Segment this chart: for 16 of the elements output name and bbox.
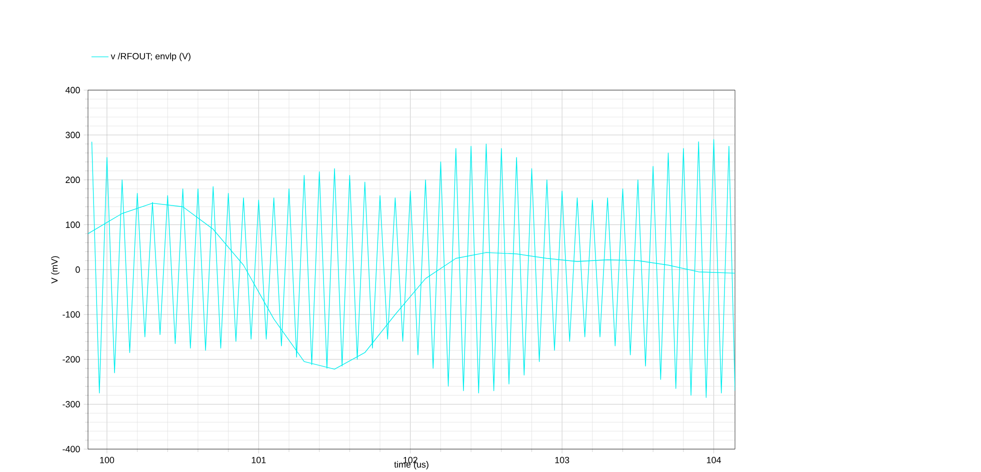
x-tick-label: 100 xyxy=(100,456,114,464)
y-tick-label: 100 xyxy=(66,222,80,228)
y-axis-title: V (mV) xyxy=(51,256,60,284)
y-tick-label: -300 xyxy=(62,401,80,408)
x-tick-label: 102 xyxy=(404,456,418,464)
legend-label: v /RFOUT; envlp (V) xyxy=(110,52,190,62)
x-tick-label: 103 xyxy=(555,456,570,464)
y-tick-label: 200 xyxy=(66,176,80,184)
y-tick-label: 400 xyxy=(65,86,80,94)
y-tick-label: -400 xyxy=(62,446,80,452)
x-tick-label: 101 xyxy=(252,456,266,464)
y-tick-label: -100 xyxy=(62,311,80,318)
y-tick-label: -200 xyxy=(62,356,80,363)
y-tick-label: 300 xyxy=(66,132,80,138)
y-tick-label: 0 xyxy=(76,266,80,273)
x-tick-label: 104 xyxy=(706,456,721,464)
